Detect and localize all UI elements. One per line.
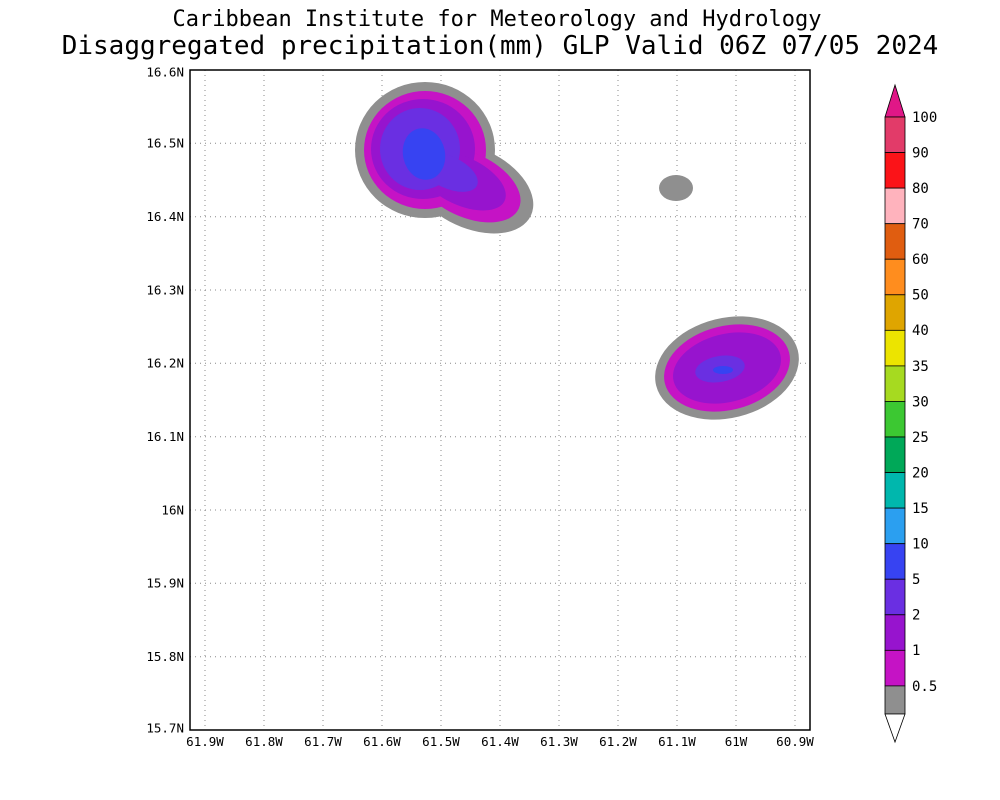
precip-cell-isolated [659,175,693,201]
contour-blue-core [713,366,733,374]
colorbar-tick-label: 15 [912,501,929,517]
colorbar-segment [884,152,906,189]
colorbar-segment [884,685,906,715]
y-axis-tick-label: 16.1N [146,429,184,444]
y-axis-tick-label: 16.3N [146,282,184,297]
precip-shading-layer [355,82,799,420]
plot-frame [189,69,811,731]
y-axis-tick-label: 16.4N [146,209,184,224]
y-axis: 16.6N 16.5N 16.4N 16.3N 16.2N 16.1N 16N … [146,64,184,735]
colorbar-labels: 100 90 80 70 60 50 40 35 30 25 20 15 10 … [912,110,937,695]
x-axis-tick-label: 60.9W [776,734,814,749]
y-axis-tick-label: 16.6N [146,64,184,79]
colorbar-tick-label: 10 [912,537,929,553]
colorbar-segment [884,507,906,545]
colorbar-tick-label: 40 [912,323,929,339]
x-axis-tick-label: 61.4W [481,734,519,749]
colorbar-tick-label: 100 [912,110,937,126]
colorbar-over-arrow [884,83,906,118]
x-axis-tick-label: 61.8W [245,734,283,749]
x-axis-tick-label: 61W [725,734,748,749]
colorbar-tick-label: 25 [912,430,929,446]
x-axis-tick-label: 61.3W [540,734,578,749]
colorbar-tick-label: 50 [912,288,929,304]
x-axis-tick-label: 61.5W [422,734,460,749]
x-axis-tick-label: 61.1W [658,734,696,749]
colorbar-segment [884,223,906,260]
colorbar-tick-label: 80 [912,181,929,197]
colorbar-tick-label: 2 [912,608,920,624]
y-axis-tick-label: 16.5N [146,136,184,151]
colorbar-under-arrow [884,713,906,744]
y-axis-tick-label: 16.2N [146,356,184,371]
colorbar-tick-label: 1 [912,643,920,659]
chart-title: Disaggregated precipitation(mm) GLP Vali… [62,31,939,61]
colorbar-segment [884,258,906,296]
colorbar-segment [884,649,906,687]
colorbar-tick-label: 35 [912,359,929,375]
colorbar-segment [884,365,906,402]
colorbar-tick-label: 70 [912,217,929,233]
x-axis-tick-label: 61.9W [186,734,224,749]
colorbar [884,83,906,744]
colorbar-segment [884,400,906,438]
y-axis-tick-label: 15.7N [146,720,184,735]
colorbar-tick-label: 30 [912,394,929,410]
colorbar-segment [884,472,906,509]
colorbar-segment [884,543,906,580]
colorbar-tick-label: 20 [912,466,929,482]
colorbar-segment [884,436,906,473]
colorbar-segment [884,294,906,331]
x-axis-tick-label: 61.6W [363,734,401,749]
y-axis-tick-label: 15.8N [146,649,184,664]
colorbar-tick-label: 90 [912,146,929,162]
colorbar-segment [884,614,906,651]
colorbar-tick-label: 0.5 [912,679,937,695]
colorbar-segment [884,578,906,616]
colorbar-segment [884,329,906,367]
x-axis: 61.9W 61.8W 61.7W 61.6W 61.5W 61.4W 61.3… [186,734,814,749]
colorbar-tick-label: 5 [912,572,920,588]
precip-cell-northwest [355,82,534,234]
institution-title: Caribbean Institute for Meteorology and … [172,7,821,32]
colorbar-segment [884,187,906,225]
colorbar-segment [884,116,906,153]
colorbar-tick-label: 60 [912,252,929,268]
y-axis-tick-label: 16N [161,502,184,517]
contour-blue-core [402,128,446,180]
x-axis-tick-label: 61.2W [599,734,637,749]
precip-cell-southeast [655,316,799,420]
x-axis-tick-label: 61.7W [304,734,342,749]
y-axis-tick-label: 15.9N [146,576,184,591]
